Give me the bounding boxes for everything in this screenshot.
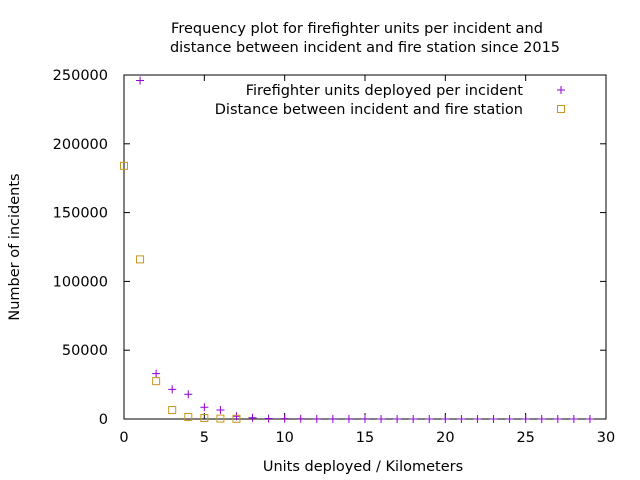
data-point-units bbox=[280, 414, 289, 423]
plot-border bbox=[123, 74, 607, 420]
data-point-units bbox=[136, 76, 145, 85]
x-tick-label: 15 bbox=[356, 430, 374, 446]
data-point-units bbox=[361, 414, 369, 423]
data-point-units bbox=[425, 414, 434, 423]
data-point-units bbox=[489, 414, 498, 423]
y-tick-label: 200000 bbox=[53, 137, 108, 153]
legend-marker-units bbox=[557, 86, 565, 94]
data-point-units bbox=[216, 406, 225, 415]
data-point-units bbox=[312, 414, 321, 423]
data-point-units bbox=[585, 414, 594, 423]
data-point-units bbox=[152, 369, 161, 378]
data-point-units bbox=[441, 414, 450, 423]
y-tick-label: 250000 bbox=[53, 68, 108, 84]
data-point-distance bbox=[136, 255, 145, 264]
series-units-points bbox=[136, 76, 594, 423]
data-point-units bbox=[409, 414, 418, 423]
series-distance-points bbox=[120, 161, 241, 423]
x-axis-ticks: 0 5 10 15 20 25 30 bbox=[119, 75, 615, 446]
data-point-units bbox=[264, 414, 273, 423]
data-point-units bbox=[553, 414, 562, 423]
data-point-units bbox=[521, 414, 530, 423]
data-point-distance bbox=[152, 377, 161, 386]
data-point-units bbox=[377, 414, 386, 423]
chart-title-line1: Frequency plot for firefighter units per… bbox=[171, 21, 543, 37]
data-point-units bbox=[457, 414, 466, 423]
x-tick-label: 30 bbox=[597, 430, 615, 446]
legend-marker-distance bbox=[557, 105, 565, 113]
data-point-units bbox=[328, 414, 337, 423]
y-tick-label: 0 bbox=[99, 412, 108, 428]
x-tick-label: 25 bbox=[516, 430, 534, 446]
data-point-distance bbox=[168, 406, 177, 415]
x-tick-label: 10 bbox=[275, 430, 293, 446]
x-axis-label: Units deployed / Kilometers bbox=[263, 459, 463, 475]
data-point-distance bbox=[216, 414, 225, 423]
data-point-units bbox=[344, 414, 353, 423]
y-axis-ticks: 0 50000 100000 150000 200000 250000 bbox=[53, 68, 606, 428]
y-tick-label: 150000 bbox=[53, 206, 108, 222]
data-point-units bbox=[200, 403, 209, 412]
legend: Firefighter units deployed per incident … bbox=[215, 83, 565, 118]
data-point-units bbox=[184, 390, 193, 399]
y-tick-label: 100000 bbox=[53, 274, 108, 290]
x-tick-label: 5 bbox=[200, 430, 209, 446]
x-tick-label: 0 bbox=[119, 430, 128, 446]
data-point-distance bbox=[184, 412, 193, 421]
data-point-distance bbox=[120, 161, 128, 170]
data-point-distance bbox=[200, 414, 209, 423]
legend-square-marker bbox=[557, 105, 565, 113]
data-point-units bbox=[248, 413, 257, 422]
data-point-units bbox=[232, 412, 241, 421]
data-point-units bbox=[296, 414, 305, 423]
data-point-units bbox=[569, 414, 578, 423]
chart-title-line2: distance between incident and fire stati… bbox=[170, 40, 560, 56]
data-point-distance bbox=[232, 414, 241, 423]
x-tick-label: 20 bbox=[436, 430, 454, 446]
data-point-units bbox=[393, 414, 402, 423]
y-axis-label: Number of incidents bbox=[7, 173, 23, 320]
data-point-units bbox=[473, 414, 482, 423]
data-point-units bbox=[168, 385, 177, 394]
legend-plus-marker bbox=[557, 86, 565, 94]
data-point-units bbox=[505, 414, 514, 423]
legend-label-units: Firefighter units deployed per incident bbox=[246, 83, 524, 99]
data-point-units bbox=[537, 414, 546, 423]
y-tick-label: 50000 bbox=[62, 343, 108, 359]
legend-label-distance: Distance between incident and fire stati… bbox=[215, 102, 523, 118]
